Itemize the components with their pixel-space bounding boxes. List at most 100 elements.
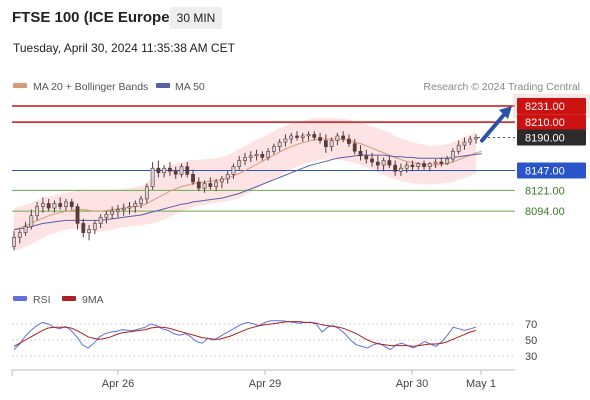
level-label-box — [517, 162, 586, 179]
candle-body — [404, 164, 409, 169]
candle-body — [416, 163, 421, 167]
candle-body — [358, 150, 363, 157]
candle-body — [214, 181, 219, 187]
candle-body — [254, 154, 259, 157]
ma50-legend-swatch — [156, 83, 170, 88]
rsi-line — [13, 320, 477, 351]
candle-body — [393, 164, 398, 172]
candle-body — [370, 158, 374, 163]
candle-body — [81, 223, 86, 233]
candle-body — [306, 134, 311, 137]
candle-body — [248, 155, 253, 158]
candle-body — [468, 138, 473, 143]
candle-body — [156, 167, 161, 174]
candle-body — [87, 229, 91, 233]
rsi-legend: RSI 9MA — [13, 294, 104, 306]
ma20-line — [13, 138, 482, 231]
candle-body — [439, 161, 444, 164]
candle-body — [462, 141, 467, 146]
candle-body — [127, 206, 132, 209]
candle-body — [318, 137, 322, 141]
candle-body — [196, 181, 201, 189]
candle-body — [116, 209, 120, 212]
candle-body — [474, 137, 478, 140]
candle-body — [347, 138, 351, 144]
level-labels: 8231.00 8210.00 8190.00 8147.00 8121.00 8094.… — [513, 94, 590, 218]
candle-body — [450, 150, 455, 160]
candlesticks — [12, 131, 478, 251]
candle-body — [46, 203, 51, 209]
candle-body — [410, 164, 415, 167]
candle-body — [98, 216, 103, 224]
candle-body — [191, 174, 195, 183]
candle-body — [283, 138, 288, 143]
candle-body — [121, 207, 126, 210]
candle-body — [208, 183, 213, 187]
candle-body — [168, 167, 172, 172]
rsi-tick-label: 30 — [525, 351, 537, 363]
candle-body — [433, 161, 438, 164]
candle-body — [289, 135, 294, 140]
candle-body — [150, 167, 155, 187]
projection-arrow — [480, 106, 512, 143]
candle-body — [144, 186, 149, 200]
candle-body — [58, 203, 63, 207]
candle-body — [352, 143, 357, 152]
x-tick-label: Apr 26 — [102, 378, 134, 390]
candle-body — [323, 140, 328, 147]
candle-body — [92, 223, 97, 230]
candle-body — [295, 135, 299, 138]
level-label: 8231.00 — [525, 101, 565, 113]
candle-body — [64, 201, 68, 207]
x-tick-label: Apr 30 — [396, 378, 428, 390]
candle-body — [341, 135, 346, 140]
candle-body — [277, 141, 282, 147]
candle-body — [110, 210, 115, 215]
candle-body — [173, 170, 178, 175]
candle-body — [399, 167, 403, 172]
rsi-ma-legend-swatch — [62, 296, 76, 301]
rsi-ma-line — [13, 321, 477, 347]
rsi-ma-legend-label: 9MA — [82, 294, 104, 306]
candle-body — [133, 203, 138, 207]
ma50-line — [13, 153, 482, 231]
candle-body — [29, 215, 34, 227]
candle-body — [185, 166, 190, 175]
arrow-shaft — [480, 108, 510, 143]
level-label: 8190.00 — [525, 132, 565, 144]
candle-body — [312, 134, 317, 138]
level-label: 8094.00 — [525, 206, 565, 218]
timestamp: Tuesday, April 30, 2024 11:35:38 AM CET — [13, 41, 235, 55]
watermark: Research © 2024 Trading Central — [423, 81, 580, 93]
level-label-box — [517, 98, 586, 114]
candle-body — [335, 135, 340, 141]
moving-averages — [13, 138, 482, 231]
candle-body — [179, 166, 184, 175]
x-tick-label: Apr 29 — [249, 378, 281, 390]
candle-body — [69, 201, 74, 207]
candle-body — [139, 198, 143, 204]
candle-body — [456, 144, 461, 152]
level-label-box — [517, 129, 586, 146]
candle-body — [35, 206, 40, 217]
rsi-panel: 70 50 30 — [12, 319, 537, 363]
instrument-title: FTSE 100 (ICE Europe) — [12, 9, 175, 26]
timeframe-badge[interactable]: 30 MIN — [170, 7, 222, 29]
candle-body — [17, 232, 22, 238]
x-axis: Apr 26 Apr 29 Apr 30 May 1 — [102, 370, 496, 390]
x-tick-label: May 1 — [466, 378, 496, 390]
candle-body — [40, 203, 45, 207]
candle-body — [231, 166, 236, 175]
level-label: 8210.00 — [525, 117, 565, 129]
rsi-legend-label: RSI — [33, 294, 51, 306]
candle-body — [243, 157, 247, 161]
candle-body — [260, 154, 265, 158]
rsi-tick-label: 50 — [525, 335, 537, 347]
candle-body — [422, 163, 426, 167]
arrow-head — [499, 106, 512, 119]
candle-body — [427, 163, 432, 167]
candle-body — [445, 158, 450, 164]
candle-body — [266, 150, 271, 158]
